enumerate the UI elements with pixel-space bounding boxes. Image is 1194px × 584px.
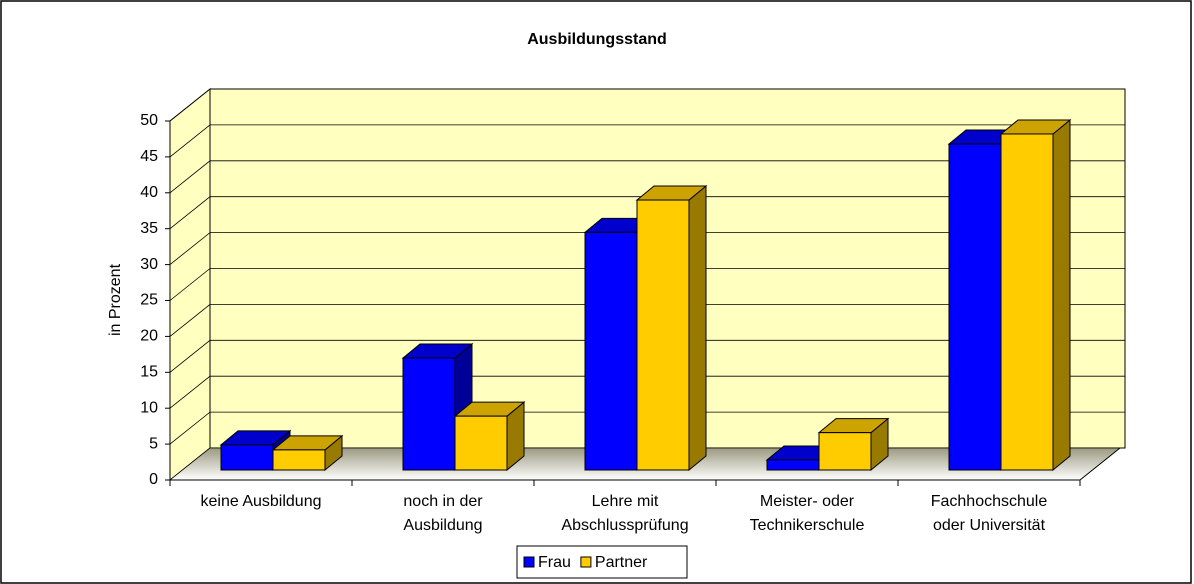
grid-line bbox=[169, 411, 1125, 445]
bar bbox=[1000, 133, 1054, 471]
grid-line bbox=[169, 160, 1125, 194]
bar-side bbox=[688, 184, 707, 472]
bar bbox=[402, 357, 456, 471]
grid-line bbox=[169, 339, 1125, 373]
y-tick-label: 35 bbox=[140, 220, 158, 237]
x-tick-label: Lehre mit Abschlussprüfung bbox=[561, 493, 689, 534]
grid-line bbox=[169, 196, 1125, 230]
legend-swatch bbox=[580, 556, 592, 568]
y-tick-label: 20 bbox=[140, 328, 158, 345]
x-tick-label: Meister- oder Technikerschule bbox=[749, 493, 865, 534]
legend-label: Frau bbox=[538, 554, 571, 571]
legend-swatch bbox=[523, 556, 535, 568]
y-tick-label: 40 bbox=[140, 184, 158, 201]
bar bbox=[818, 432, 872, 471]
bar-side bbox=[1052, 118, 1071, 472]
bar bbox=[948, 143, 1002, 471]
bar bbox=[272, 449, 326, 471]
y-tick-label: 10 bbox=[140, 399, 158, 416]
x-tick-label: noch in der Ausbildung bbox=[403, 493, 483, 534]
grid-line bbox=[169, 124, 1125, 158]
y-tick-label: 45 bbox=[140, 148, 158, 165]
grid-line bbox=[169, 375, 1125, 409]
y-tick-label: 0 bbox=[149, 471, 158, 488]
grid-line bbox=[169, 232, 1125, 265]
legend bbox=[516, 545, 688, 579]
legend-label: Partner bbox=[595, 554, 648, 571]
x-tick-label: keine Ausbildung bbox=[200, 493, 322, 510]
bar bbox=[766, 459, 820, 471]
y-tick-label: 30 bbox=[140, 256, 158, 273]
grid-line bbox=[169, 303, 1125, 337]
x-tick-label: Fachhochschule oder Universität bbox=[930, 493, 1048, 534]
chart-title: Ausbildungsstand bbox=[527, 31, 667, 48]
y-tick-label: 25 bbox=[140, 292, 158, 309]
bar bbox=[220, 444, 274, 471]
y-tick-label: 50 bbox=[140, 112, 158, 129]
grid-line bbox=[169, 88, 1125, 122]
y-tick-label: 15 bbox=[140, 364, 158, 381]
y-axis-label: in Prozent bbox=[107, 263, 124, 336]
bar bbox=[584, 231, 638, 471]
grid-line bbox=[169, 268, 1125, 301]
bars bbox=[219, 118, 1072, 472]
y-tick-label: 5 bbox=[149, 435, 158, 452]
floor-edge bbox=[1079, 447, 1121, 481]
bar bbox=[454, 415, 508, 471]
bar bbox=[636, 199, 690, 471]
